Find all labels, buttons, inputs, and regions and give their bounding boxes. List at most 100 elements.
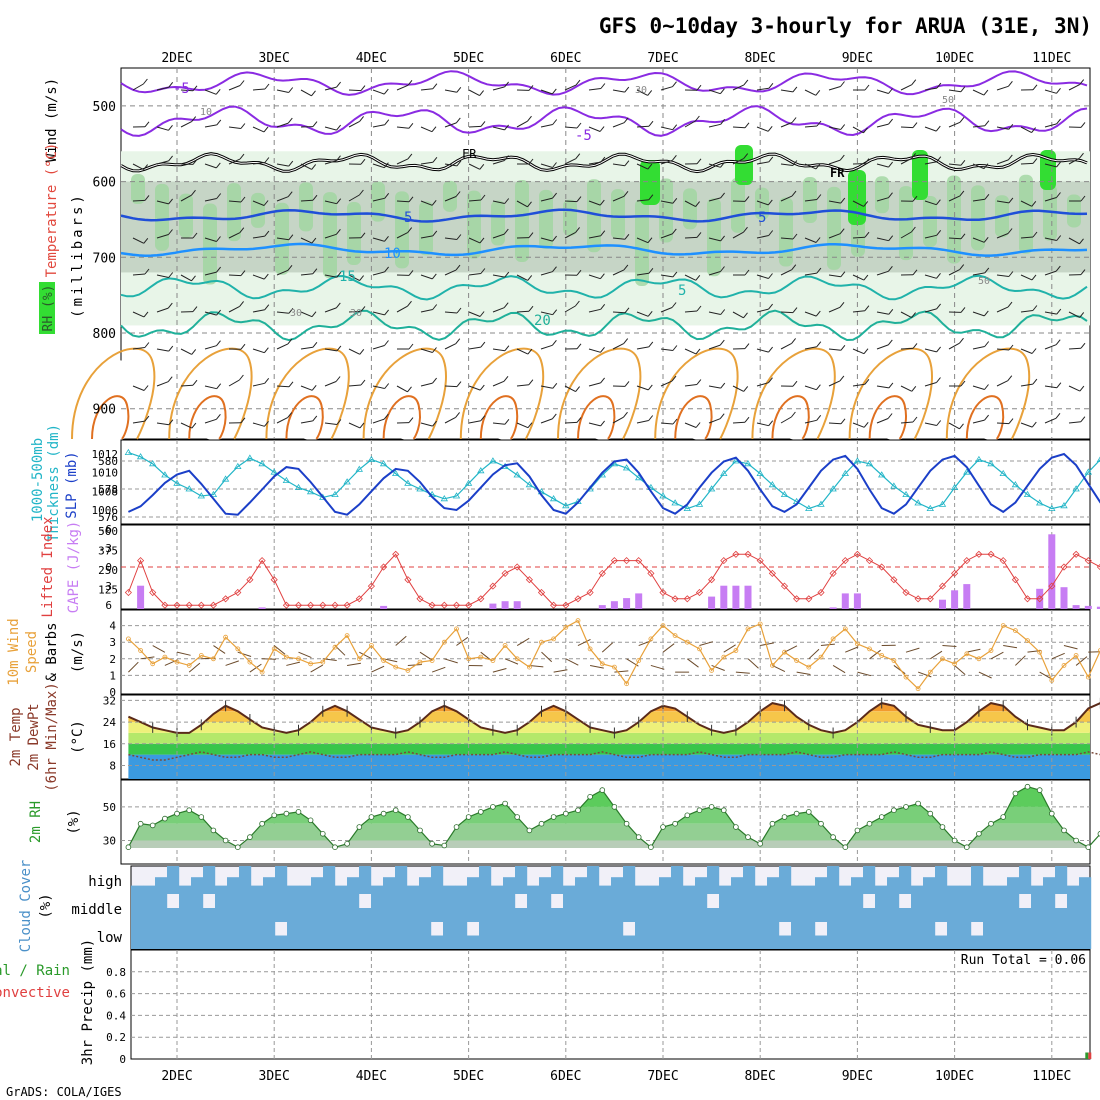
wind-barb-tick	[816, 120, 822, 127]
wind-barb-tick	[1080, 269, 1086, 275]
wind-barb	[444, 343, 457, 350]
wind-barb	[708, 163, 721, 168]
thickness-point	[209, 490, 218, 497]
wind10-barb	[857, 671, 872, 677]
wind10-point	[454, 626, 459, 632]
rh-blob	[923, 195, 937, 247]
contour-label: 50	[942, 95, 954, 106]
wind-barb	[612, 343, 624, 350]
wind-barb-tick	[167, 376, 173, 383]
wind-barb-tick	[720, 309, 726, 315]
wind-barb-tick	[624, 160, 630, 167]
date-label-top: 7DEC	[647, 51, 678, 66]
cape-bar	[635, 593, 643, 609]
rh-point	[332, 844, 338, 850]
li-point	[124, 588, 132, 597]
cloud-cell	[395, 866, 408, 894]
li-point	[695, 588, 704, 597]
cloud-cell	[911, 885, 924, 894]
rh-point	[1061, 827, 1067, 834]
wind-barb-tick	[360, 85, 366, 91]
cloud-cell	[743, 894, 756, 922]
thickness-point	[379, 460, 388, 467]
cloud-cell	[695, 894, 708, 922]
wind-barb	[756, 200, 769, 206]
wind-barb	[564, 158, 577, 165]
wind-barb-tick	[168, 345, 174, 352]
wind-barb	[276, 89, 289, 93]
wind-barb-tick	[432, 420, 437, 427]
isotherm-30	[674, 395, 713, 440]
wind-barb	[372, 345, 385, 350]
wind-barb-tick	[384, 235, 389, 242]
pressure-tick: 500	[93, 100, 116, 115]
cloud-cell	[839, 922, 852, 949]
wind10-barb	[444, 658, 458, 664]
wind-barb-tick	[648, 267, 654, 274]
wind-barb-tick	[288, 87, 294, 93]
li-point	[1084, 557, 1092, 565]
wind-barb-tick	[744, 269, 750, 276]
wind-barb-tick	[455, 412, 460, 418]
wind-barb-tick	[647, 384, 653, 391]
thickness-point	[950, 483, 959, 490]
wind-barb	[540, 237, 553, 242]
wind-barb-tick	[720, 235, 725, 242]
li-point	[319, 601, 327, 609]
cloud-cell	[851, 894, 864, 922]
li-point	[793, 595, 801, 603]
cloud-cell	[1043, 894, 1056, 922]
wind-barb-tick	[408, 122, 414, 129]
cloud-cell	[503, 877, 516, 894]
wind-barb-tick	[239, 301, 244, 307]
wind-barb	[732, 158, 744, 165]
rh-point	[429, 840, 435, 847]
wind-barb-tick	[192, 85, 198, 92]
thickness-point	[963, 468, 971, 475]
cloud-cell	[1043, 922, 1056, 949]
wind-barb-tick	[1056, 118, 1061, 125]
contour-label: -5	[575, 128, 592, 144]
wind-barb-tick	[1032, 158, 1038, 164]
cloud-cell	[659, 894, 672, 922]
wind-barb	[1020, 162, 1034, 165]
cloud-cell	[995, 922, 1008, 949]
wind-barb	[828, 159, 841, 165]
rh-blob	[731, 177, 745, 233]
cloud-cell	[1043, 877, 1056, 894]
cloud-cell	[887, 922, 900, 949]
li-point	[1011, 576, 1019, 584]
cloud-cell	[731, 894, 744, 922]
wind-barb-tick	[984, 341, 990, 347]
wind-barb-tick	[600, 230, 606, 237]
cloud-cell	[143, 922, 156, 949]
wind-barb	[612, 163, 625, 167]
li-line	[127, 553, 1100, 606]
wind-barb-tick	[263, 200, 269, 206]
wind-barb-tick	[552, 309, 558, 316]
wind-barb-tick	[768, 82, 774, 89]
wind-barb-tick	[455, 264, 461, 271]
cloud-cell	[395, 894, 408, 922]
temp-band	[128, 754, 1090, 779]
cloud-cell	[635, 885, 648, 894]
wind-barb	[660, 380, 673, 387]
wind-barb	[660, 200, 673, 204]
rh-point	[526, 827, 533, 834]
li-point	[380, 563, 388, 571]
wind10-barb	[1003, 645, 1018, 649]
cloud-cell	[875, 894, 888, 922]
cloud-cell	[911, 922, 924, 949]
wind10-point	[478, 654, 484, 660]
li-point	[465, 601, 473, 609]
wind-barb-tick	[695, 274, 701, 281]
wind-barb	[876, 237, 889, 242]
wind-barb-tick	[432, 156, 438, 163]
rh-blob	[899, 186, 913, 261]
rh-point	[465, 814, 472, 820]
rh-point	[1073, 837, 1079, 844]
wind-barb-tick	[575, 79, 581, 86]
wind-barb-tick	[335, 302, 341, 309]
li-point	[501, 569, 509, 577]
cloud-cell	[191, 894, 204, 922]
